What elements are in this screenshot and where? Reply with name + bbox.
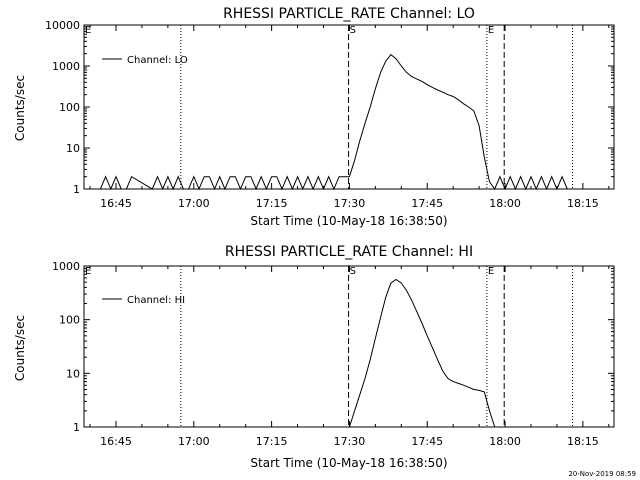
hi-panel: RHESSI PARTICLE_RATE Channel: HI Counts/… [13,244,615,470]
hi-axes-group: 1 10 100 1000 16:45 17:00 17:15 17:30 17:45 18:00… [52,260,615,448]
lo-x-tick-label: 17:30 [334,197,366,210]
lo-y-tick-label: 10 [66,142,80,155]
hi-marker-label: S [350,266,356,277]
hi-y-axis-label: Counts/sec [13,315,27,381]
lo-y-axis-label: Counts/sec [13,75,27,141]
lo-y-tick-label: 100 [59,101,80,114]
hi-y-tick-label: 1000 [52,260,80,273]
hi-x-tick-label: 17:45 [411,435,443,448]
lo-marker-label: E [85,25,91,36]
lo-x-tick-label: 18:15 [567,197,599,210]
hi-x-tick-label: 17:00 [178,435,210,448]
hi-marker-label: E [85,266,91,277]
hi-x-tick-label: 16:45 [100,435,132,448]
lo-x-tick-label: 18:00 [489,197,521,210]
lo-marker-label: E [488,25,494,36]
lo-series-line [99,53,568,191]
hi-legend: Channel: HI [102,295,185,306]
lo-legend: Channel: LO [102,55,188,66]
hi-y-tick-label: 1 [73,421,80,434]
hi-x-tick-label: 18:00 [489,435,521,448]
lo-y-tick-label: 1000 [52,60,80,73]
hi-marker-label: E [488,266,494,277]
lo-axes-group: 1 10 100 1000 10000 16:45 17:00 17:15 17:30 17:45… [45,19,615,210]
hi-x-tick-label: 17:15 [256,435,288,448]
hi-x-tick-label: 17:30 [334,435,366,448]
lo-y-tick-label: 10000 [45,19,80,32]
hi-series-line [348,278,496,428]
lo-x-tick-label: 17:45 [411,197,443,210]
hi-chart-title: RHESSI PARTICLE_RATE Channel: HI [225,244,473,260]
lo-chart-title: RHESSI PARTICLE_RATE Channel: LO [223,6,475,22]
lo-series-group [99,53,568,191]
hi-x-axis-label: Start Time (10-May-18 16:38:50) [250,456,447,470]
lo-x-tick-label: 17:15 [256,197,288,210]
lo-y-tick-label: 1 [73,183,80,196]
hi-legend-entry: Channel: HI [127,295,185,306]
lo-legend-entry: Channel: LO [127,55,188,66]
hi-x-tick-label: 18:15 [567,435,599,448]
footer-timestamp: 20-Nov-2019 08:59 [568,470,636,478]
lo-marker-label: S [350,25,356,36]
hi-y-tick-label: 100 [59,314,80,327]
lo-x-tick-label: 17:00 [178,197,210,210]
lo-x-axis-label: Start Time (10-May-18 16:38:50) [250,214,447,228]
hi-y-tick-label: 10 [66,367,80,380]
hi-series-group [348,278,496,428]
lo-panel: RHESSI PARTICLE_RATE Channel: LO Counts/… [13,6,615,228]
lo-x-tick-label: 16:45 [100,197,132,210]
